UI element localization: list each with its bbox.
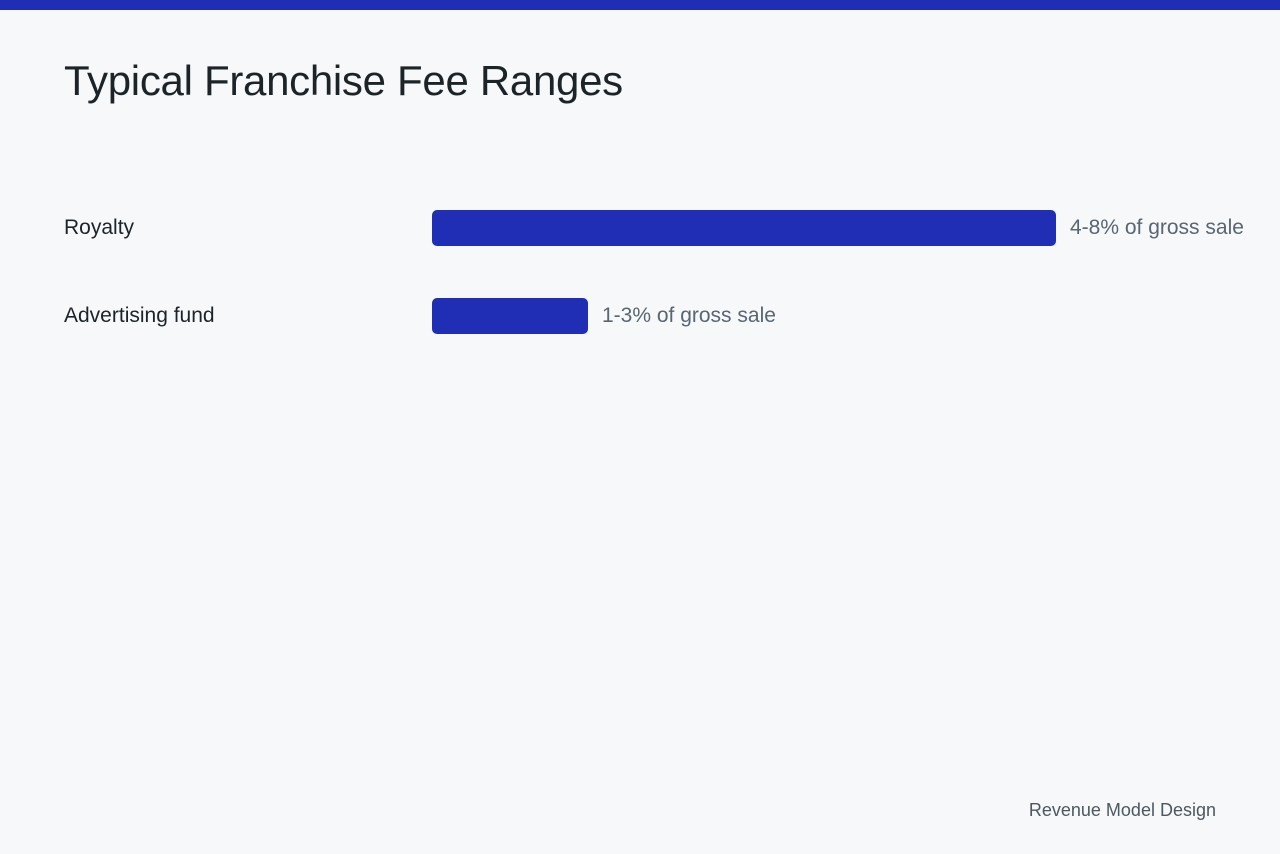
footer-note: Revenue Model Design [1028,800,1216,820]
page-title: Typical Franchise Fee Ranges [64,57,623,104]
top-accent-bar [0,0,1280,10]
bar-value-label: 4-8% of gross sale [1070,216,1244,239]
bar [432,210,1056,246]
bar-label: Royalty [64,216,135,239]
bar-value-label: 1-3% of gross sale [602,304,776,327]
bar-label: Advertising fund [64,304,215,327]
bar [432,298,588,334]
